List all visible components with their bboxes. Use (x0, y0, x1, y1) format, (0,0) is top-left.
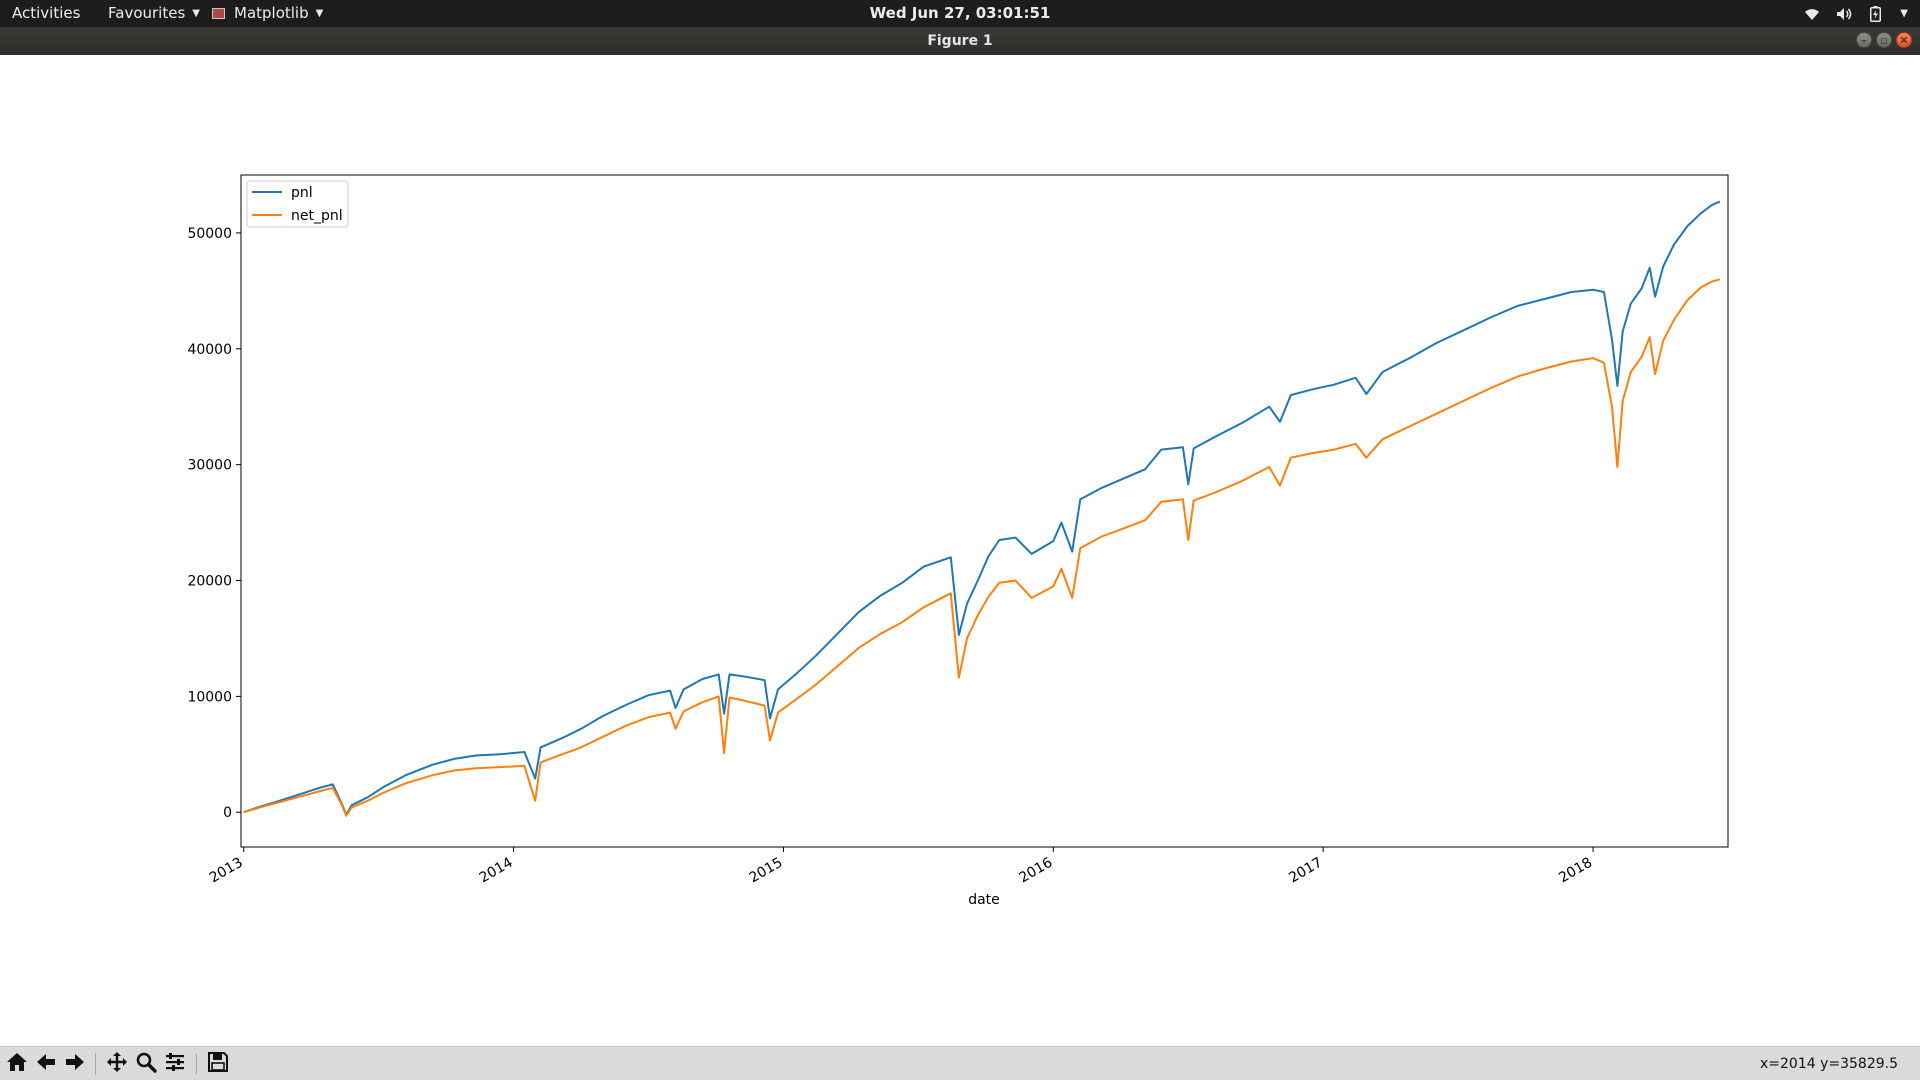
x-tick-label: 2018 (1556, 855, 1595, 887)
x-axis-label: date (968, 892, 1000, 908)
minimize-button[interactable]: – (1856, 32, 1872, 48)
forward-icon (64, 1051, 86, 1077)
maximize-button[interactable]: ▫ (1876, 32, 1892, 48)
clock[interactable]: Wed Jun 27, 03:01:51 (869, 4, 1051, 22)
zoom-button[interactable] (133, 1051, 159, 1077)
x-tick-label: 2014 (477, 855, 516, 887)
y-tick-label: 20000 (187, 574, 232, 590)
back-icon (35, 1051, 57, 1077)
y-tick-label: 40000 (187, 342, 232, 358)
zoom-icon (135, 1051, 157, 1077)
volume-icon[interactable] (1836, 7, 1854, 21)
wifi-icon[interactable] (1804, 7, 1820, 21)
battery-icon[interactable] (1870, 5, 1882, 22)
x-tick-label: 2017 (1286, 855, 1325, 887)
y-tick-label: 30000 (187, 458, 232, 474)
y-tick-label: 50000 (187, 226, 232, 242)
toolbar-separator (196, 1053, 197, 1075)
save-icon (207, 1051, 229, 1077)
window-title-bar[interactable]: Figure 1 – ▫ ✕ (0, 27, 1920, 55)
caret-down-icon: ▼ (315, 8, 324, 19)
window-controls: – ▫ ✕ (1856, 32, 1912, 48)
back-button[interactable] (33, 1051, 59, 1077)
legend: pnl net_pnl (246, 180, 349, 228)
caret-down-icon: ▼ (192, 8, 200, 19)
home-button[interactable] (4, 1051, 30, 1077)
pan-icon (106, 1051, 128, 1077)
x-tick-label: 2013 (207, 855, 246, 887)
gnome-top-bar: Activities Favourites ▼ Matplotlib ▼ Wed… (0, 0, 1920, 27)
matplotlib-app-icon (212, 8, 225, 19)
subplots-icon (164, 1051, 186, 1077)
favourites-label: Favourites (108, 4, 186, 22)
series-line-net-pnl (243, 278, 1721, 817)
window-title: Figure 1 (927, 33, 993, 49)
series-line-pnl (243, 200, 1721, 816)
save-button[interactable] (205, 1051, 231, 1077)
favourites-menu[interactable]: Favourites ▼ (108, 0, 200, 27)
app-menu[interactable]: Matplotlib ▼ (212, 0, 323, 27)
legend-label-pnl: pnl (291, 185, 313, 201)
legend-label-net-pnl: net_pnl (291, 208, 343, 224)
y-axis: 0 10000 20000 30000 40000 50000 (187, 226, 241, 821)
figure-canvas[interactable]: 0 10000 20000 30000 40000 50000 2013 2014 2015 2… (0, 55, 1920, 1046)
subplots-button[interactable] (162, 1051, 188, 1077)
menu-caret-icon[interactable]: ▼ (1900, 8, 1908, 19)
activities-button[interactable]: Activities (12, 0, 80, 27)
cursor-coordinates: x=2014 y=35829.5 (1759, 1056, 1898, 1072)
x-tick-label: 2015 (747, 855, 786, 887)
minimize-icon: – (1861, 33, 1867, 47)
home-icon (6, 1051, 28, 1077)
system-tray[interactable]: ▼ (1804, 0, 1908, 27)
y-tick-label: 10000 (187, 689, 232, 705)
activities-label: Activities (12, 4, 81, 22)
pan-button[interactable] (104, 1051, 130, 1077)
close-button[interactable]: ✕ (1896, 32, 1912, 48)
navigation-toolbar: x=2014 y=35829.5 (0, 1046, 1920, 1080)
app-menu-label: Matplotlib (234, 4, 309, 22)
x-tick-label: 2016 (1016, 855, 1055, 887)
toolbar-separator (95, 1053, 96, 1075)
series-layer (243, 200, 1721, 817)
clock-container: Wed Jun 27, 03:01:51 (0, 0, 1920, 27)
forward-button[interactable] (62, 1051, 88, 1077)
close-icon: ✕ (1899, 33, 1909, 47)
x-axis: 2013 2014 2015 2016 2017 2018 (207, 847, 1595, 886)
y-tick-label: 0 (223, 805, 232, 821)
maximize-icon: ▫ (1880, 33, 1888, 47)
axes-frame (240, 174, 1729, 848)
